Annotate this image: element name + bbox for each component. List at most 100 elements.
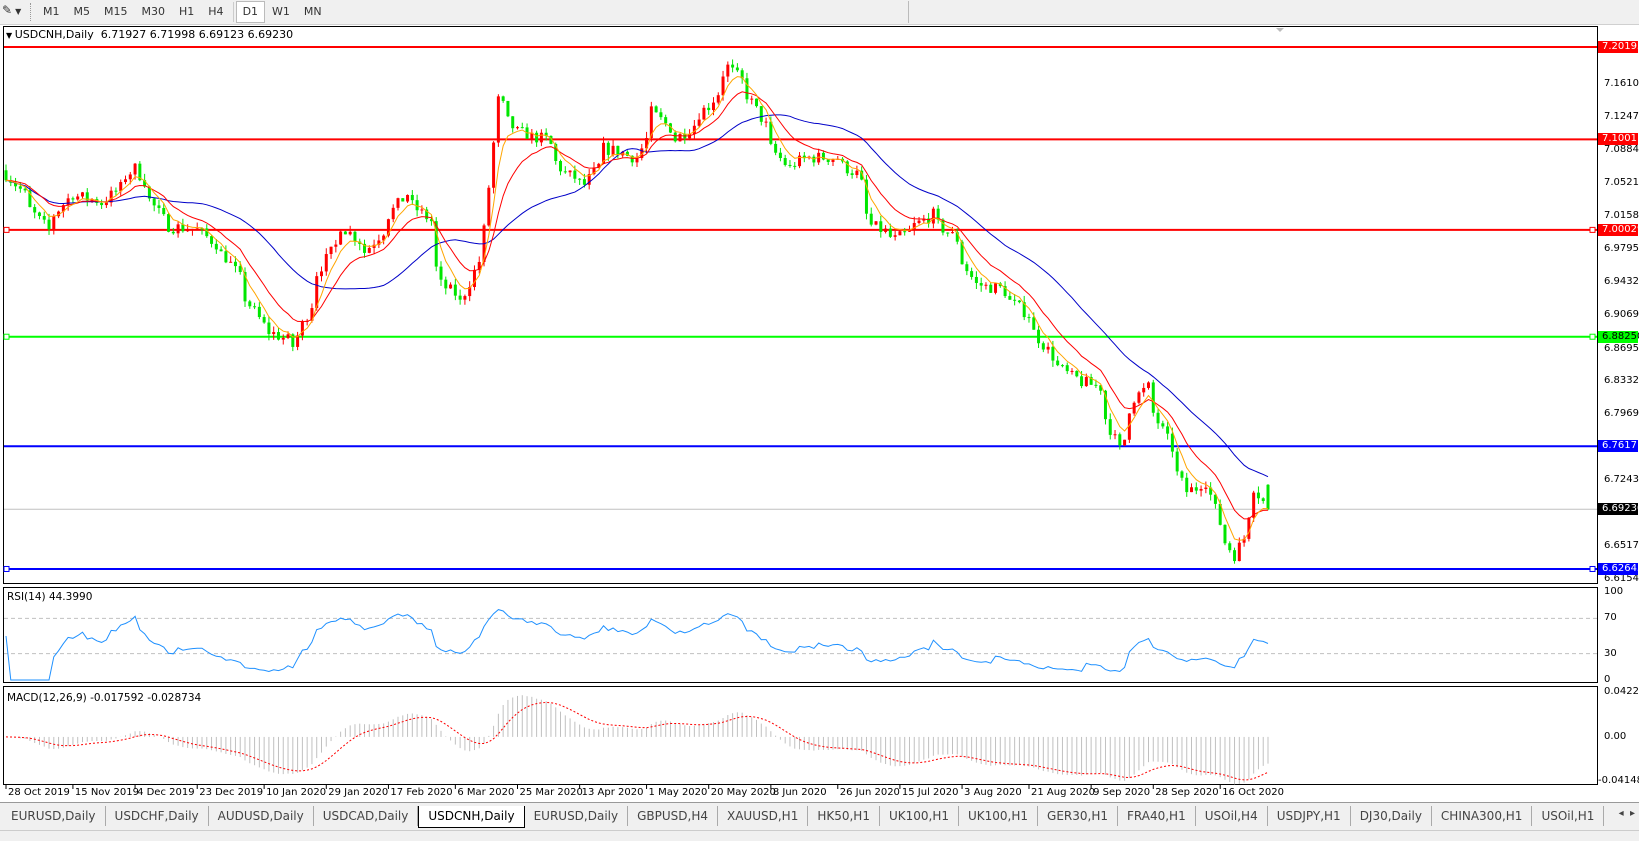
rsi-label: RSI(14) 44.3990 <box>7 591 93 603</box>
candle-body <box>1175 451 1179 472</box>
candle-body <box>329 246 333 255</box>
candle-body <box>477 261 481 270</box>
timeframe-m15-button[interactable]: M15 <box>104 5 128 18</box>
collapse-triangle-icon[interactable]: ▼ <box>6 31 15 40</box>
price-axis-tick: 7.16100 <box>1604 78 1639 90</box>
candle-body <box>23 188 27 191</box>
candle-body <box>71 198 75 200</box>
candle-body <box>382 235 386 241</box>
tab-fra40-h1[interactable]: FRA40,H1 <box>1118 806 1196 826</box>
tab-eurusd-daily[interactable]: EURUSD,Daily <box>525 806 629 826</box>
timeframe-mn-button[interactable]: MN <box>303 5 322 18</box>
candle-body <box>1017 300 1021 303</box>
candle-body <box>401 198 405 202</box>
tab-gbpusd-h4[interactable]: GBPUSD,H4 <box>628 806 718 826</box>
candle-body <box>1065 365 1069 372</box>
tab-usdchf-daily[interactable]: USDCHF,Daily <box>106 806 209 826</box>
main-price-panel <box>3 26 1598 584</box>
candle-body <box>788 164 792 166</box>
level-price-tag: 7.20193 <box>1598 41 1639 53</box>
tab-ger30-h1[interactable]: GER30,H1 <box>1038 806 1118 826</box>
tab-hk50-h1[interactable]: HK50,H1 <box>808 806 880 826</box>
candle-body <box>602 142 606 164</box>
level-price-tag: 7.00029 <box>1598 223 1639 236</box>
line-tools-icon: ✎ <box>2 3 13 17</box>
candle-body <box>429 219 433 222</box>
tab-usdcad-daily[interactable]: USDCAD,Daily <box>314 806 419 826</box>
candle-body <box>1137 392 1141 403</box>
candle-body <box>597 163 601 168</box>
candle-body <box>1218 503 1222 525</box>
candle-body <box>453 284 457 296</box>
ma-fast-line <box>5 76 1269 541</box>
candle-body <box>697 119 701 126</box>
candle-body <box>578 178 582 180</box>
tab-usoil-h4[interactable]: USOil,H4 <box>1196 806 1268 826</box>
candle-body <box>1256 492 1260 499</box>
candle-body <box>678 133 682 142</box>
price-axis-tick: 7.01580 <box>1604 209 1639 221</box>
candle-body <box>272 332 276 335</box>
candle-body <box>716 95 720 103</box>
candle-body <box>1156 412 1160 424</box>
tab-eurusd-daily[interactable]: EURUSD,Daily <box>2 806 106 826</box>
level-anchor-handle <box>3 226 10 233</box>
candle-body <box>1252 492 1256 518</box>
candle-body <box>535 132 539 143</box>
timeframe-d1-button[interactable]: D1 <box>235 1 266 23</box>
candle-body <box>955 232 959 242</box>
tab-xauusd-h1[interactable]: XAUUSD,H1 <box>718 806 809 826</box>
date-axis-label: 25 Mar 2020 <box>519 787 583 798</box>
timeframe-m5-button[interactable]: M5 <box>73 5 91 18</box>
date-axis-label: 9 Sep 2020 <box>1093 787 1151 798</box>
candle-body <box>262 317 266 323</box>
candle-body <box>1204 487 1208 489</box>
candle-body <box>845 161 849 174</box>
timeframe-h4-button[interactable]: H4 <box>208 5 224 18</box>
tab-usdcnh-daily[interactable]: USDCNH,Daily <box>418 806 525 828</box>
candle-body <box>281 337 285 340</box>
timeframe-w1-button[interactable]: W1 <box>272 5 290 18</box>
tab-uk100-h1[interactable]: UK100,H1 <box>880 806 959 826</box>
candle-body <box>4 170 8 181</box>
candle-body <box>506 100 510 117</box>
symbol-label: USDCNH,Daily <box>14 28 94 41</box>
candle-body <box>243 271 247 302</box>
chart-tabs-bar: EURUSD,Daily USDCHF,Daily AUDUSD,Daily USDC… <box>0 802 1639 841</box>
candle-body <box>573 170 577 179</box>
tab-scroll-right-icon[interactable]: ▸ <box>1629 808 1635 819</box>
tab-usoil-h1[interactable]: USOil,H1 <box>1532 806 1605 826</box>
candle-body <box>1166 426 1170 434</box>
rsi-axis-tick: 30 <box>1604 647 1617 659</box>
candle-body <box>406 194 410 202</box>
level-price-tag: 6.76171 <box>1598 440 1639 453</box>
candle-body <box>66 198 70 206</box>
timeframe-m30-button[interactable]: M30 <box>141 5 166 18</box>
level-anchor-handle <box>1589 333 1596 340</box>
tab-uk100-h1[interactable]: UK100,H1 <box>959 806 1039 826</box>
tab-scroll-left-icon[interactable]: ◂ <box>1618 808 1624 819</box>
candle-body <box>941 219 945 233</box>
ma-medium-line <box>5 91 1269 520</box>
candle-body <box>1228 543 1232 551</box>
candle-body <box>501 96 505 101</box>
candle-body <box>549 135 553 144</box>
tab-china300-h1[interactable]: CHINA300,H1 <box>1432 806 1533 826</box>
date-axis-label: 4 Dec 2019 <box>137 787 195 798</box>
tab-usdjpy-h1[interactable]: USDJPY,H1 <box>1268 806 1351 826</box>
timeframe-m1-button[interactable]: M1 <box>43 5 60 18</box>
candle-body <box>735 67 739 71</box>
candle-body <box>377 240 381 245</box>
timeframe-h1-button[interactable]: H1 <box>179 5 195 18</box>
candle-body <box>80 192 84 197</box>
level-anchor-handle <box>3 333 10 340</box>
candle-body <box>726 64 730 77</box>
date-axis-label: 8 Jun 2020 <box>772 787 827 798</box>
candle-body <box>702 107 706 120</box>
tab-audusd-daily[interactable]: AUDUSD,Daily <box>209 806 314 826</box>
date-axis-label: 23 Dec 2019 <box>199 787 264 798</box>
candle-body <box>143 180 147 187</box>
tab-dj30-daily[interactable]: DJ30,Daily <box>1351 806 1432 826</box>
line-tools-button[interactable]: ✎ ▼ <box>2 3 28 21</box>
